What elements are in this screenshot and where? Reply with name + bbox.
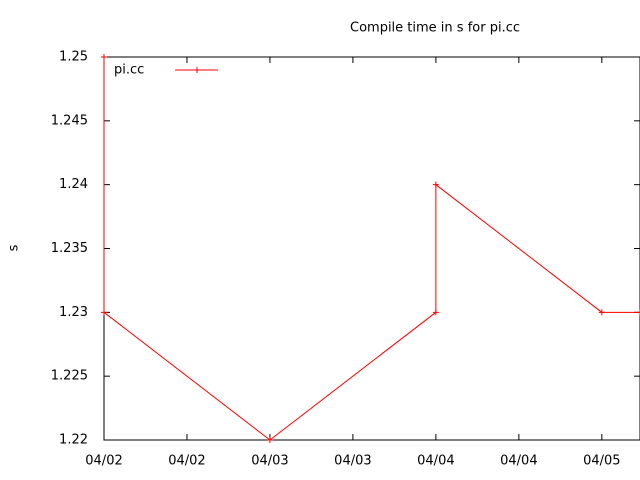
chart-title: Compile time in s for pi.cc — [350, 21, 520, 36]
x-tick-label: 04/02 — [168, 454, 205, 469]
x-tick-label: 04/04 — [500, 454, 537, 469]
y-tick-label: 1.245 — [51, 113, 88, 128]
legend-label: pi.cc — [114, 63, 144, 78]
data-point — [598, 309, 605, 316]
data-point — [101, 309, 107, 316]
data-point — [101, 54, 107, 60]
x-tick-label: 04/03 — [334, 454, 371, 469]
data-line — [103, 57, 640, 441]
y-tick-label: 1.23 — [59, 305, 88, 320]
y-tick-label: 1.25 — [59, 50, 88, 65]
y-tick-label: 1.22 — [59, 433, 88, 448]
y-tick-label: 1.225 — [51, 369, 88, 384]
x-tick-label: 04/02 — [85, 454, 122, 469]
y-tick-label: 1.24 — [59, 177, 88, 192]
x-tick-label: 04/03 — [251, 454, 288, 469]
data-point — [266, 437, 273, 443]
plot-border — [103, 56, 640, 441]
y-tick-label: 1.235 — [51, 241, 88, 256]
x-tick-label: 04/04 — [417, 454, 454, 469]
legend-marker — [194, 67, 200, 73]
x-tick-label: 04/05 — [583, 454, 620, 469]
data-point — [432, 309, 439, 316]
y-axis-label: s — [7, 244, 22, 251]
data-point — [432, 181, 439, 188]
data-point — [637, 309, 640, 316]
